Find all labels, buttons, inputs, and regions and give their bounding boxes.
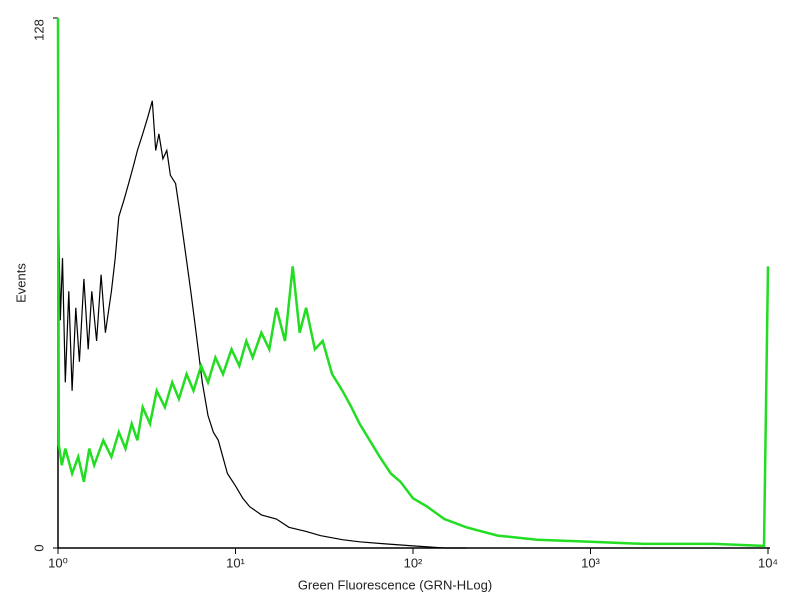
x-tick-label: 10⁴ [758, 555, 778, 570]
series-line [56, 17, 770, 548]
x-axis-label: Green Fluorescence (GRN-HLog) [298, 577, 492, 592]
x-tick-label: 10² [404, 555, 423, 570]
x-tick-label: 10¹ [226, 555, 245, 570]
y-tick-label: 128 [31, 19, 46, 41]
y-tick-label: 0 [31, 544, 46, 551]
x-tick-label: 10⁰ [48, 555, 68, 570]
series-line [57, 100, 467, 549]
x-tick-label: 10³ [581, 555, 600, 570]
y-axis-label: Events [13, 263, 28, 303]
